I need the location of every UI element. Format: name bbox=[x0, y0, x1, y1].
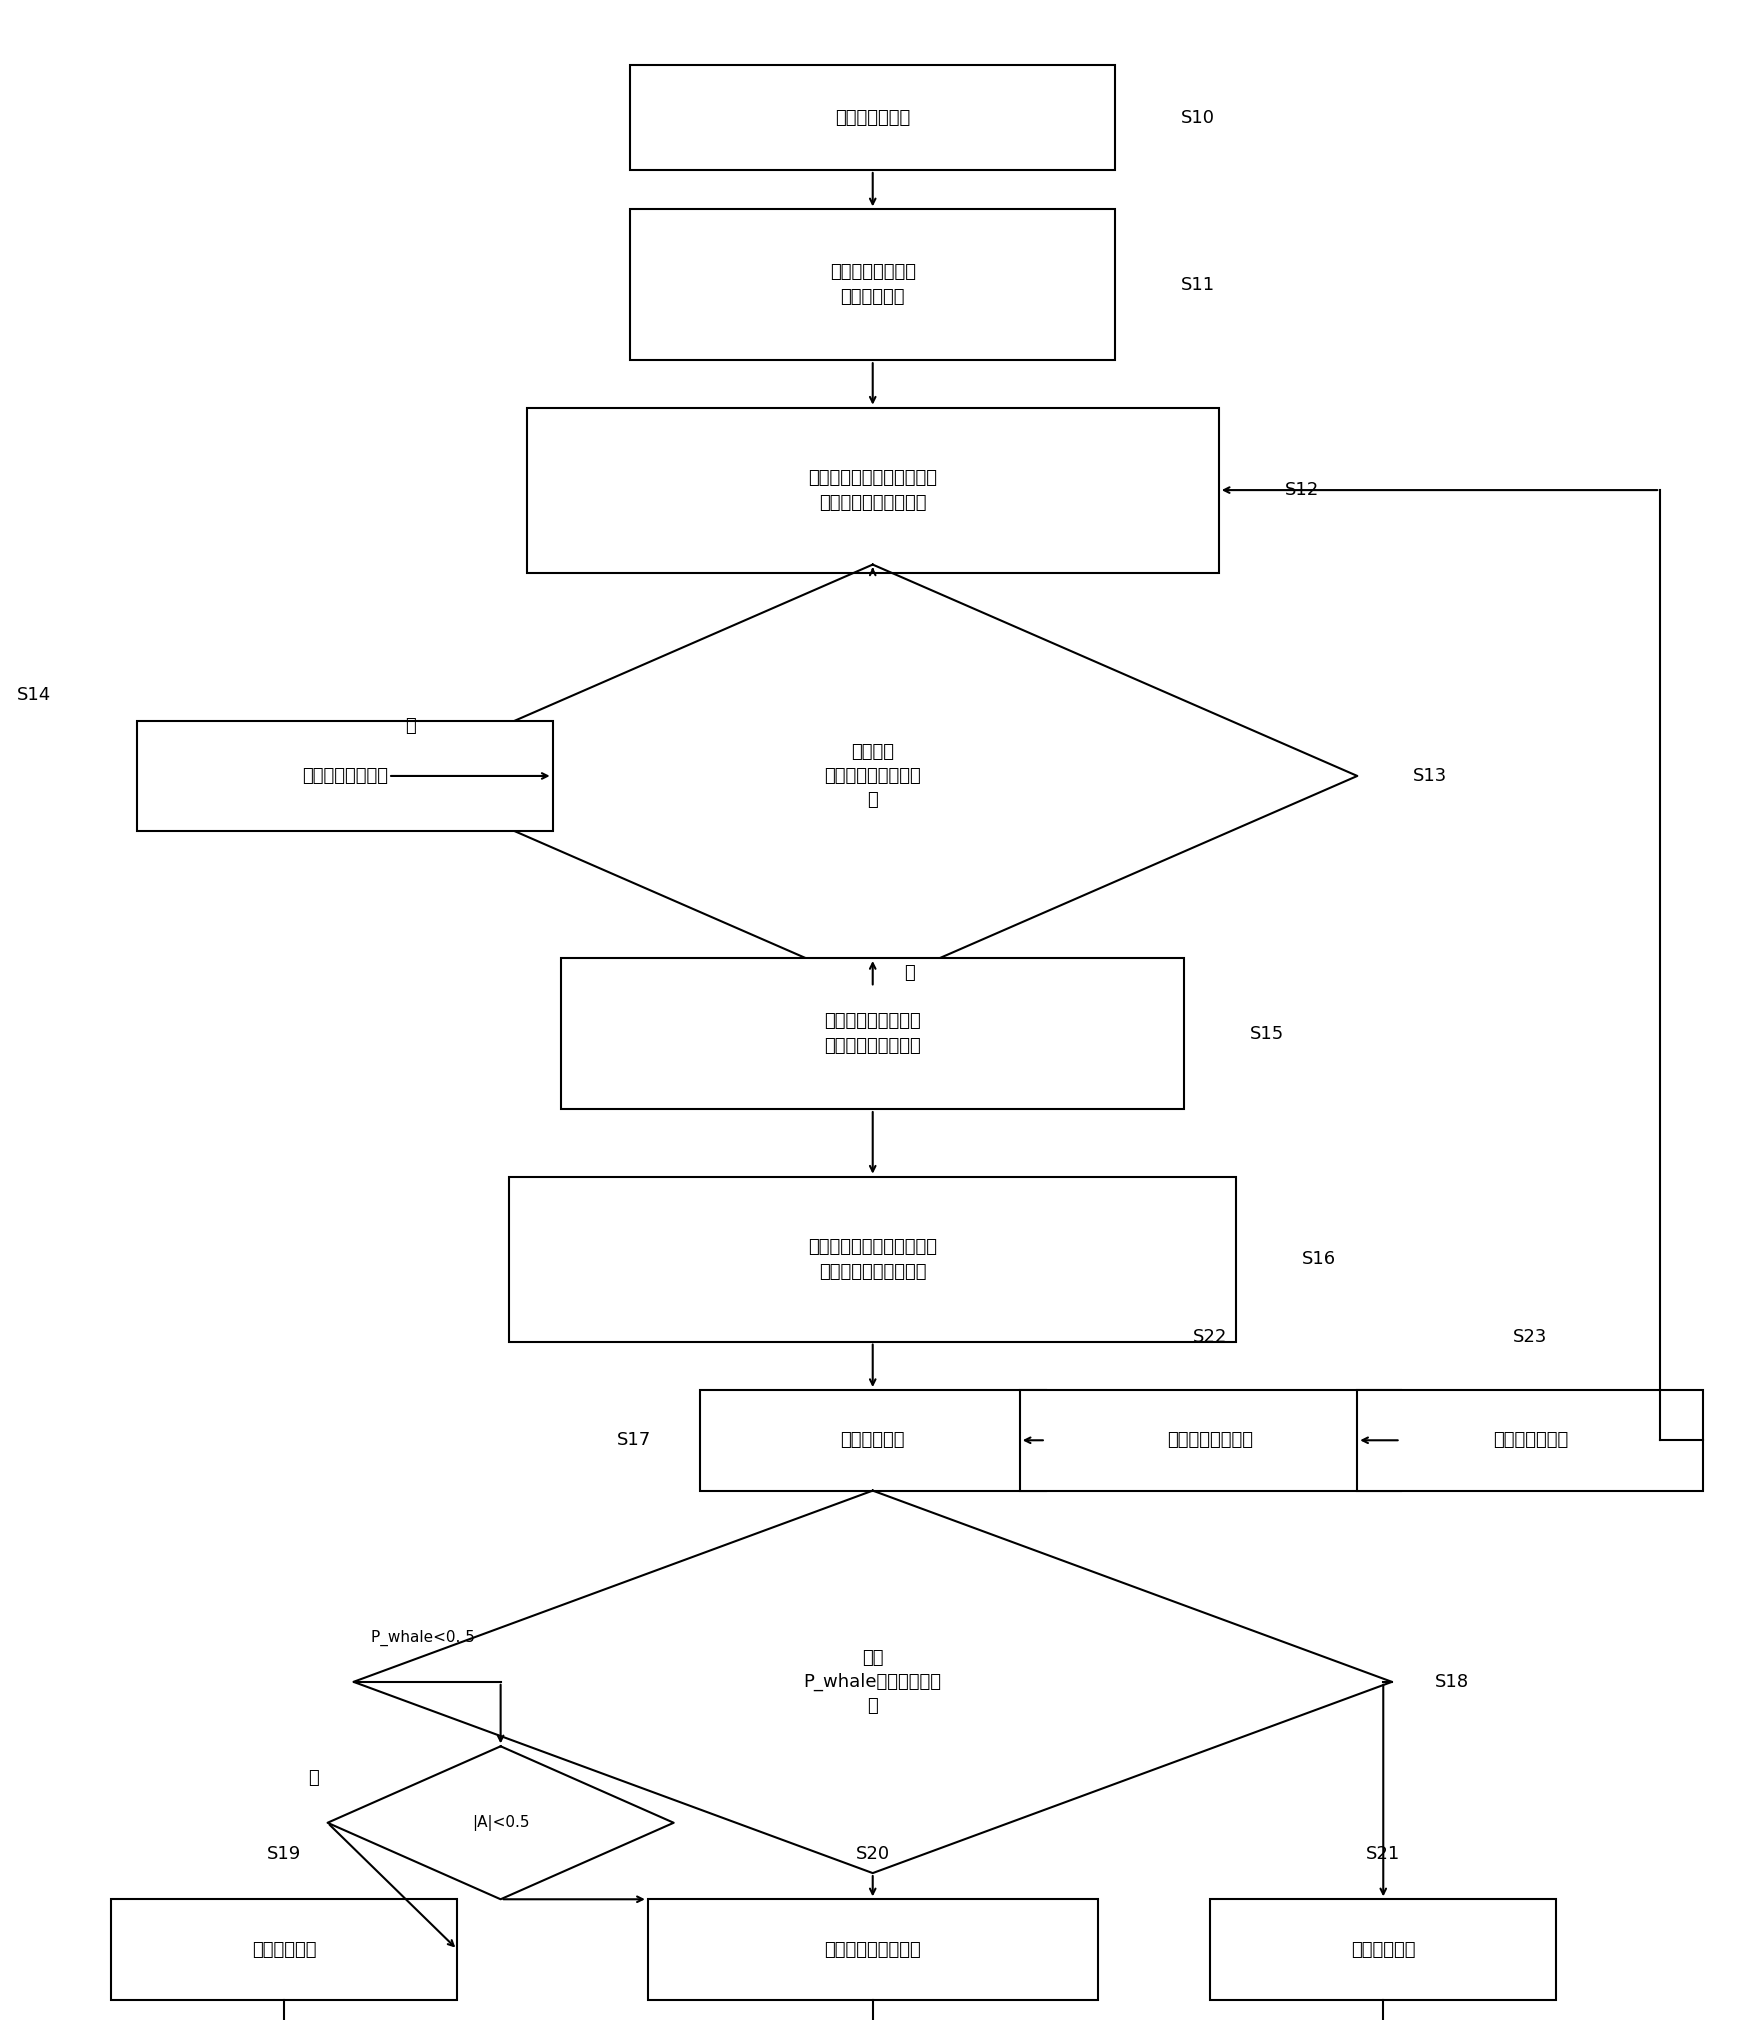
Text: 环绕包围猎物: 环绕包围猎物 bbox=[251, 1940, 316, 1958]
Text: S15: S15 bbox=[1249, 1024, 1284, 1042]
Text: S16: S16 bbox=[1302, 1251, 1337, 1269]
Text: S22: S22 bbox=[1194, 1328, 1227, 1346]
Text: S19: S19 bbox=[267, 1845, 302, 1863]
Text: 是: 是 bbox=[309, 1770, 319, 1788]
Text: 判断
P_whale与收敛因子大
小: 判断 P_whale与收敛因子大 小 bbox=[804, 1650, 942, 1715]
Text: |A|<0.5: |A|<0.5 bbox=[471, 1814, 529, 1830]
Text: 计算所有鲸鱼个体适
应度値、排序并择优: 计算所有鲸鱼个体适 应度値、排序并择优 bbox=[824, 1011, 921, 1056]
Text: 设立适应度函数: 设立适应度函数 bbox=[836, 109, 911, 126]
Text: 混沌映射产生种群: 混沌映射产生种群 bbox=[1167, 1431, 1253, 1449]
Text: S17: S17 bbox=[618, 1431, 651, 1449]
Text: S14: S14 bbox=[16, 687, 51, 705]
Text: S20: S20 bbox=[855, 1845, 890, 1863]
FancyBboxPatch shape bbox=[1019, 1391, 1401, 1490]
FancyBboxPatch shape bbox=[700, 1391, 1045, 1490]
FancyBboxPatch shape bbox=[1358, 1391, 1703, 1490]
Text: S13: S13 bbox=[1413, 766, 1447, 784]
FancyBboxPatch shape bbox=[1211, 1899, 1557, 2001]
Text: P_whale<0. 5: P_whale<0. 5 bbox=[372, 1630, 475, 1646]
FancyBboxPatch shape bbox=[112, 1899, 457, 2001]
Text: 全局搜索猎物: 全局搜索猎物 bbox=[1351, 1940, 1415, 1958]
FancyBboxPatch shape bbox=[647, 1899, 1098, 2001]
FancyBboxPatch shape bbox=[630, 209, 1115, 361]
Text: 基于皮尔逃相关系数寻找支
配解、更新外部数据库: 基于皮尔逃相关系数寻找支 配解、更新外部数据库 bbox=[808, 1238, 937, 1281]
Text: S12: S12 bbox=[1284, 480, 1319, 499]
Text: 是: 是 bbox=[405, 718, 417, 734]
Text: 设置种群规模、基于混沌映
射初始化鲸鱼种群位置: 设置种群规模、基于混沌映 射初始化鲸鱼种群位置 bbox=[808, 468, 937, 511]
Text: 判断算法
是否达到最大迭代次
数: 判断算法 是否达到最大迭代次 数 bbox=[824, 744, 921, 809]
FancyBboxPatch shape bbox=[138, 720, 553, 831]
Text: 否: 否 bbox=[904, 963, 914, 981]
FancyBboxPatch shape bbox=[510, 1176, 1235, 1342]
Text: 最大迭代次数、建
立外部数据库: 最大迭代次数、建 立外部数据库 bbox=[829, 264, 916, 306]
Text: 螺旋气泡网攻击猎物: 螺旋气泡网攻击猎物 bbox=[824, 1940, 921, 1958]
Text: S10: S10 bbox=[1181, 109, 1215, 126]
Text: S11: S11 bbox=[1181, 276, 1215, 294]
Text: S18: S18 bbox=[1434, 1672, 1469, 1691]
Text: S23: S23 bbox=[1513, 1328, 1548, 1346]
FancyBboxPatch shape bbox=[527, 407, 1218, 574]
Text: 重新初始化种群: 重新初始化种群 bbox=[1492, 1431, 1569, 1449]
Text: S21: S21 bbox=[1366, 1845, 1401, 1863]
FancyBboxPatch shape bbox=[562, 959, 1185, 1109]
FancyBboxPatch shape bbox=[630, 65, 1115, 170]
Text: 输出最优鲸鱼位置: 输出最优鲸鱼位置 bbox=[302, 766, 387, 784]
Text: 更新控制参数: 更新控制参数 bbox=[841, 1431, 906, 1449]
